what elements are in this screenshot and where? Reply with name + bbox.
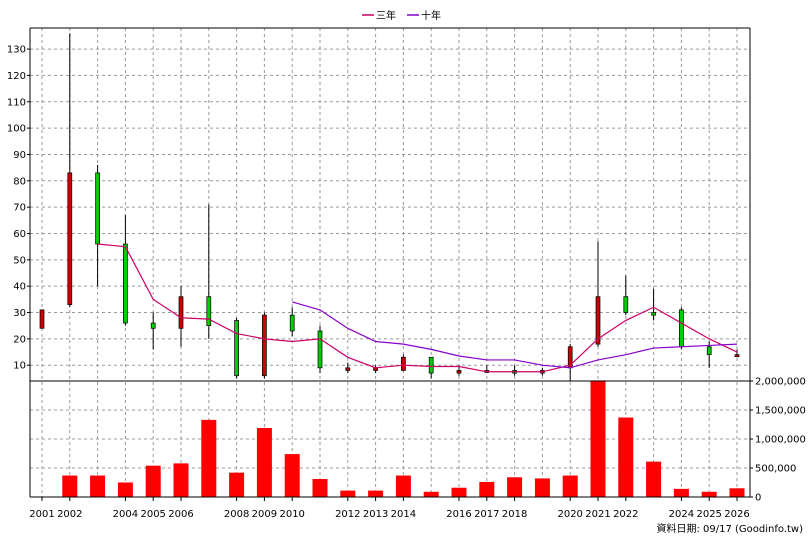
volume-bar	[90, 475, 106, 497]
volume-tick-label: 1,000,000	[755, 435, 806, 446]
candle-body	[734, 354, 740, 358]
ma10-line	[292, 301, 738, 369]
volume-bar	[534, 478, 550, 497]
grid	[30, 28, 750, 497]
price-tick-label: 130	[7, 45, 26, 56]
volume-bar	[590, 380, 606, 497]
price-tick-label: 100	[7, 124, 26, 135]
volume-bar	[729, 488, 745, 497]
volume-bar	[256, 427, 272, 497]
price-tick-label: 60	[13, 229, 26, 240]
price-tick-label: 10	[13, 361, 26, 372]
price-tick-label: 30	[13, 308, 26, 319]
volume-bar	[451, 487, 467, 497]
candle-body	[651, 312, 656, 316]
x-tick-label: 2018	[502, 509, 527, 520]
volume-bar	[284, 454, 300, 497]
volume-bar	[62, 475, 78, 497]
plot-frame	[29, 27, 751, 498]
x-tick-label: 2006	[168, 509, 193, 520]
candle-body	[123, 243, 128, 324]
x-tick-label: 2016	[446, 509, 471, 520]
candle-body	[39, 309, 45, 329]
volume-tick-label: 500,000	[755, 464, 796, 475]
candle-body	[401, 356, 406, 371]
volume-bar	[562, 475, 578, 497]
price-tick-label: 80	[13, 176, 26, 187]
x-axis: 2001 2002 2004 2005 2006 2008 2009 2010 2012 2013…	[29, 497, 750, 520]
x-tick-label: 2004	[113, 509, 138, 520]
volume-bar	[340, 490, 356, 497]
candle-body	[289, 314, 295, 332]
volume-bar	[395, 475, 411, 497]
volume-bar	[201, 419, 217, 497]
legend-ma10-label: 十年	[421, 9, 441, 22]
x-tick-label: 2014	[391, 509, 416, 520]
candle-body	[206, 296, 212, 327]
volume-bar	[368, 490, 384, 497]
candle-body	[150, 322, 156, 329]
x-tick-label: 2022	[613, 509, 638, 520]
volume-tick-label: 1,500,000	[755, 406, 806, 417]
volume-axis: 0 500,000 1,000,000 1,500,000 2,000,000	[750, 377, 806, 504]
x-tick-label: 2012	[335, 509, 360, 520]
volume-bar	[479, 481, 495, 497]
volume-bar	[646, 461, 662, 497]
x-tick-label: 2017	[474, 509, 499, 520]
x-tick-label: 2020	[557, 509, 582, 520]
candle-body	[679, 309, 684, 348]
price-tick-label: 70	[13, 203, 26, 214]
x-tick-label: 2009	[252, 509, 277, 520]
x-tick-label: 2021	[585, 509, 610, 520]
x-tick-label: 2010	[279, 509, 304, 520]
price-tick-label: 40	[13, 282, 26, 293]
price-tick-label: 50	[13, 255, 26, 266]
price-axis: 10 20 30 40 50 60 70 80 90 100 110 120 130	[7, 45, 30, 372]
x-tick-label: 2005	[140, 509, 165, 520]
legend-ma3-label: 三年	[376, 9, 396, 22]
candle-body	[317, 330, 323, 369]
x-tick-label: 2025	[696, 509, 721, 520]
candle-body	[67, 172, 73, 305]
candle-body	[623, 296, 629, 313]
source-note: 資料日期: 09/17 (Goodinfo.tw)	[656, 522, 803, 535]
x-tick-label: 2026	[724, 509, 749, 520]
candle-body	[706, 346, 712, 356]
volume-bar	[701, 491, 717, 497]
x-tick-label: 2024	[669, 509, 694, 520]
moving-average-lines	[97, 243, 738, 373]
candle-body	[345, 367, 351, 371]
price-tick-label: 90	[13, 150, 26, 161]
legend: 三年 十年	[362, 9, 441, 22]
price-tick-label: 120	[7, 71, 26, 82]
volume-bar	[145, 465, 161, 497]
candle-body	[428, 356, 434, 374]
volume-bar	[423, 491, 439, 497]
candle-body	[595, 296, 601, 345]
candle-body	[178, 296, 184, 329]
candle-body	[456, 370, 462, 374]
x-tick-label: 2013	[363, 509, 388, 520]
candle-body	[234, 320, 239, 377]
x-tick-label: 2008	[224, 509, 249, 520]
x-tick-label: 2001	[29, 509, 54, 520]
volume-bar	[618, 417, 634, 497]
volume-bar	[673, 488, 689, 497]
x-tick-label: 2002	[57, 509, 82, 520]
candle-body	[262, 314, 267, 377]
candle-body	[95, 172, 100, 245]
ma3-line	[97, 243, 738, 373]
volume-tick-label: 2,000,000	[755, 377, 806, 388]
volume-bar	[229, 472, 245, 497]
volume-tick-label: 0	[755, 493, 761, 504]
volume-bars	[62, 380, 745, 497]
price-tick-label: 20	[13, 334, 26, 345]
volume-bar	[117, 482, 133, 497]
volume-bar	[312, 479, 328, 497]
price-tick-label: 110	[7, 97, 26, 108]
volume-bar	[173, 463, 189, 497]
volume-bar	[507, 477, 523, 497]
